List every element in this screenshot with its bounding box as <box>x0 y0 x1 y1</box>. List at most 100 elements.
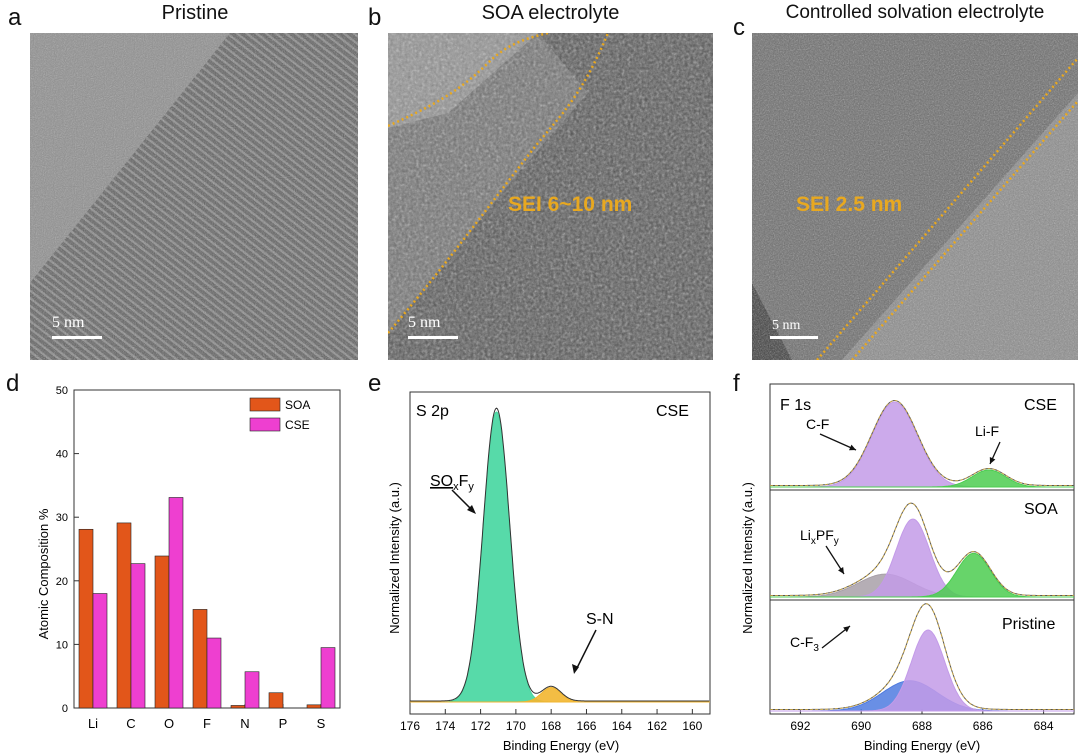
chart-d-bar-cse-o <box>168 497 184 709</box>
chart-f-cf3-sub: 3 <box>813 643 819 654</box>
chart-f-ylabel: Normalized Intensity (a.u.) <box>740 482 755 634</box>
panel-title-c: Controlled solvation electrolyte <box>785 2 1045 23</box>
chart-e-xtick-label: 166 <box>576 719 596 733</box>
chart-d-ylabel: Atomic Composition % <box>36 508 51 639</box>
panel-letter-a: a <box>8 4 22 31</box>
chart-d-bar-soa-s <box>306 704 322 709</box>
chart-d-bar-cse-f <box>206 637 222 709</box>
chart-f-soa-fit <box>770 502 1074 596</box>
chart-f-arrowhead-1 <box>849 444 856 451</box>
chart-f-sub3-name: Pristine <box>1002 616 1055 633</box>
chart-d-xtick-label: Li <box>88 716 98 731</box>
chart-f-xtick-label: 686 <box>973 719 993 733</box>
chart-d-bars <box>78 497 336 709</box>
chart-f-pristine-fit <box>770 603 1074 710</box>
chart-d-ytick-label: 30 <box>56 512 68 524</box>
chart-f-lixpfy-label: LixPFy <box>800 527 839 547</box>
chart-e-peak2-label: S-N <box>586 611 614 628</box>
chart-e-xtick-label: 164 <box>612 719 632 733</box>
chart-d-bar-soa-f <box>192 609 208 709</box>
chart-d-xtick-label: C <box>126 716 135 731</box>
scale-label-a: 5 nm <box>52 314 85 331</box>
chart-f-pristine-peak-2 <box>770 629 1074 712</box>
chart-d-bar-soa-n <box>230 705 246 709</box>
chart-f-cf-label: C-F <box>806 416 829 432</box>
chart-f-lixpfy-pf: PF <box>816 527 834 543</box>
chart-e-s2p-spectrum: Normalized Intensity (a.u.) Binding Ener… <box>387 391 711 753</box>
panel-letter-b: b <box>368 4 382 31</box>
chart-e-xtick-label: 176 <box>400 719 420 733</box>
chart-e-xtick-label: 174 <box>435 719 455 733</box>
chart-f-lixpfy-x: x <box>811 536 816 547</box>
sei-label-b: SEI 6~10 nm <box>508 193 633 216</box>
chart-d-ytick-label: 10 <box>56 639 68 651</box>
chart-e-xtick-label: 160 <box>682 719 702 733</box>
chart-e-xlabel: Binding Energy (eV) <box>503 738 619 753</box>
chart-f-sub1-name: CSE <box>1024 397 1057 414</box>
scale-bar-a <box>52 336 102 339</box>
chart-d-bar-cse-li <box>92 593 108 709</box>
chart-d-bar-cse-n <box>244 671 260 709</box>
scale-label-b: 5 nm <box>408 314 441 331</box>
panel-title-a: Pristine <box>161 2 229 24</box>
chart-d-atomic-composition: Atomic Composition % 0 10 20 30 40 50 Li C O F N P S… <box>36 385 341 731</box>
chart-f-lif-label: Li-F <box>975 423 999 439</box>
chart-d-xtick-label: O <box>164 716 174 731</box>
chart-f-cf3-label: C-F3 <box>790 634 819 654</box>
chart-e-peak1-sub-y: y <box>468 481 474 493</box>
chart-f-lixpfy-main: Li <box>800 527 811 543</box>
chart-e-peak1-label: SOxFy <box>430 473 474 493</box>
chart-e-corner-right: CSE <box>656 403 689 420</box>
chart-f-cse-fit <box>770 400 1074 486</box>
chart-e-peak1-main: SO <box>430 473 453 490</box>
panel-letter-e: e <box>368 370 382 397</box>
tem-image-cse <box>752 33 1078 360</box>
chart-e-xtick-label: 172 <box>471 719 491 733</box>
chart-d-legend-swatch-soa <box>249 397 281 412</box>
chart-d-xtick-label: S <box>317 716 326 731</box>
chart-d-bar-cse-c <box>130 563 146 709</box>
chart-d-ytick-label: 50 <box>56 385 68 397</box>
chart-d-xtick-label: F <box>203 716 211 731</box>
panel-letter-d: d <box>6 370 20 397</box>
chart-e-plot: 176 174 172 170 168 166 164 162 160 <box>400 391 711 733</box>
chart-f-xlabel: Binding Energy (eV) <box>864 738 980 753</box>
chart-f-f1s-spectrum: Normalized Intensity (a.u.) Binding Ener… <box>740 383 1075 753</box>
chart-f-arrowhead-4 <box>843 626 850 633</box>
panel-letter-c: c <box>733 14 745 41</box>
chart-f-xtick-label: 690 <box>851 719 871 733</box>
chart-d-bar-soa-o <box>154 555 170 709</box>
chart-f-arrowhead-2 <box>989 457 996 464</box>
chart-f-xtick-label: 688 <box>912 719 932 733</box>
chart-f-soa-peak-3 <box>770 552 1074 598</box>
chart-e-peak1-sub-x: x <box>453 481 459 493</box>
chart-d-bar-cse-s <box>320 647 336 709</box>
chart-d-ytick-label: 20 <box>56 576 68 588</box>
chart-f-cf3-main: C-F <box>790 634 813 650</box>
chart-f-xtick-label: 684 <box>1034 719 1054 733</box>
scale-bar-c <box>770 336 818 339</box>
chart-f-cse-peak-2 <box>770 469 1074 488</box>
chart-e-peak-1 <box>410 411 710 703</box>
chart-d-axes: 0 10 20 30 40 50 Li C O F N P S <box>56 385 341 731</box>
sei-label-c: SEI 2.5 nm <box>796 193 903 216</box>
chart-d-legend-swatch-cse <box>249 417 281 432</box>
chart-d-bar-soa-c <box>116 522 132 709</box>
chart-e-frame <box>409 391 711 715</box>
chart-f-plot: 692 690 688 686 684 <box>769 383 1075 733</box>
chart-d-legend: SOA CSE <box>249 397 310 432</box>
chart-f-lixpfy-y: y <box>834 536 839 547</box>
chart-d-bar-soa-p <box>268 692 284 709</box>
scale-label-c: 5 nm <box>772 318 801 333</box>
chart-e-xtick-label: 168 <box>541 719 561 733</box>
chart-d-xtick-label: N <box>240 716 249 731</box>
chart-f-arrowhead-3 <box>838 567 844 574</box>
chart-d-ytick-label: 0 <box>62 703 68 715</box>
tem-image-pristine <box>30 33 358 360</box>
chart-e-envelope <box>410 407 710 702</box>
panel-letter-f: f <box>733 370 740 397</box>
chart-d-xtick-label: P <box>279 716 288 731</box>
chart-f-corner-left: F 1s <box>780 397 811 414</box>
chart-e-xtick-label: 170 <box>506 719 526 733</box>
panel-title-b: SOA electrolyte <box>481 2 620 24</box>
